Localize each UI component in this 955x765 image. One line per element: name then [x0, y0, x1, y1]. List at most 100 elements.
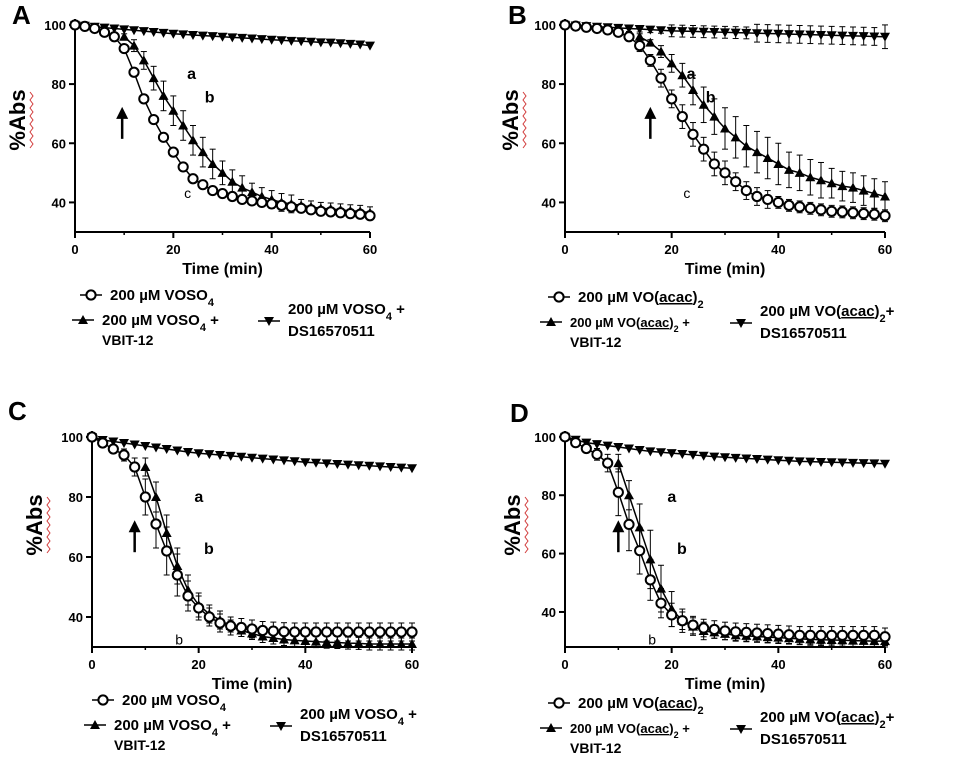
series-line — [617, 462, 885, 642]
data-point — [177, 161, 189, 173]
data-point — [623, 31, 635, 43]
data-point — [364, 210, 376, 222]
legend-text: acac — [841, 709, 874, 726]
data-point — [207, 158, 218, 168]
data-point — [353, 461, 364, 471]
data-point — [89, 22, 101, 35]
data-point — [207, 32, 218, 42]
data-point — [656, 448, 666, 458]
legend-text: + — [218, 717, 231, 734]
spellcheck-squiggle — [522, 91, 527, 149]
data-point — [334, 207, 347, 219]
x-tick-label: 0 — [88, 657, 95, 672]
legend-text: ) — [693, 289, 698, 306]
data-point — [168, 29, 179, 39]
data-point — [363, 626, 375, 638]
data-point — [730, 132, 741, 142]
data-point — [815, 629, 827, 641]
data-point — [634, 25, 645, 35]
annotation-a: a — [187, 66, 196, 83]
data-point — [140, 442, 151, 451]
series-triangle-up — [634, 31, 890, 212]
y-axis-label: %Abs — [5, 89, 30, 150]
data-point — [688, 450, 698, 460]
legend-item-3b: DS16570511 — [288, 323, 375, 340]
data-point — [666, 58, 677, 68]
data-point — [343, 638, 353, 648]
data-point — [215, 451, 225, 460]
y-tick-label: 40 — [69, 610, 83, 625]
y-axis-label: %Abs — [498, 89, 523, 150]
data-point — [256, 196, 268, 209]
data-point — [197, 179, 209, 191]
data-point — [343, 460, 353, 470]
y-tick-label: 100 — [61, 430, 83, 445]
data-point — [666, 609, 678, 621]
data-point — [289, 457, 300, 467]
data-point — [848, 182, 858, 192]
legend-subscript: 4 — [208, 297, 215, 309]
data-point — [364, 461, 375, 471]
data-point — [612, 486, 624, 498]
data-point — [188, 30, 198, 40]
data-point — [344, 208, 356, 220]
legend-subscript: 4 — [212, 727, 219, 739]
arrow-icon — [644, 106, 657, 139]
series-circle-open — [69, 19, 376, 222]
data-point — [295, 202, 307, 214]
data-point — [172, 446, 183, 456]
panel-b: B 0 20 40 60 40 60 80 100 Time (min) %Abs ab c 200 µM… — [498, 0, 895, 350]
y-tick-label: 60 — [542, 547, 556, 562]
data-point — [772, 628, 784, 640]
data-point — [837, 181, 848, 191]
data-point — [237, 182, 248, 192]
data-point — [364, 639, 375, 648]
legend-text: 200 µM VOSO — [110, 287, 208, 304]
data-point — [794, 167, 805, 177]
legend-marker — [264, 317, 274, 326]
data-point — [708, 158, 720, 170]
legend-item-3: 200 µM VOSO4 + — [300, 706, 417, 728]
legend-text: acac — [659, 289, 692, 306]
data-point — [858, 459, 869, 469]
legend-item-1: 200 µM VOSO4 — [110, 287, 215, 309]
data-point — [592, 440, 602, 450]
y-tick-label: 100 — [534, 18, 556, 33]
x-tick-label: 40 — [264, 242, 278, 257]
series-line — [564, 436, 886, 638]
data-point — [395, 626, 407, 638]
annotation-b: b — [204, 541, 214, 558]
arrow-icon — [128, 520, 141, 553]
data-point — [655, 72, 667, 84]
legend-text: ) — [669, 315, 673, 330]
legend-marker — [546, 723, 556, 732]
data-point — [217, 32, 228, 42]
legend-subscript: 4 — [220, 702, 227, 714]
annotation-c: c — [184, 185, 191, 201]
data-point — [740, 184, 752, 197]
data-point — [858, 32, 869, 42]
legend-text: 200 µM VO( — [760, 303, 841, 320]
series-line — [123, 36, 371, 214]
data-point — [375, 462, 385, 472]
data-point — [752, 29, 762, 39]
data-point — [161, 545, 173, 557]
data-point — [119, 25, 130, 35]
data-point — [762, 153, 773, 163]
data-point — [305, 204, 317, 216]
legend-item-3: 200 µM VO(acac)2+ — [760, 303, 895, 325]
data-point — [602, 24, 614, 36]
data-point — [698, 622, 710, 634]
legend-item-2: 200 µM VOSO4 + — [114, 717, 231, 739]
legend-text: ) — [875, 709, 880, 726]
data-point — [677, 450, 688, 460]
series-line — [144, 466, 412, 645]
data-point — [266, 198, 278, 210]
data-point — [762, 193, 774, 206]
data-point — [187, 173, 199, 185]
data-point — [762, 627, 774, 640]
